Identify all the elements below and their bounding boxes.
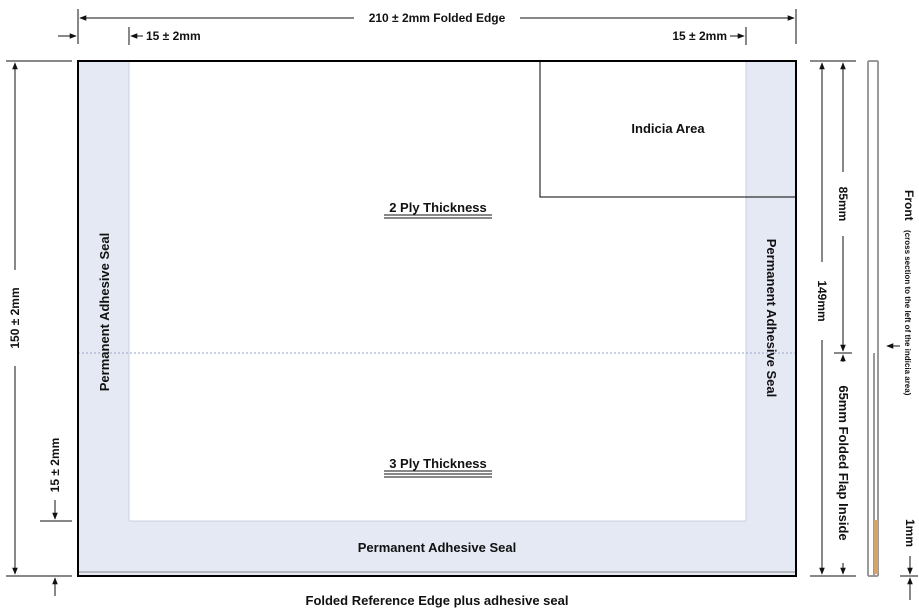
three-ply-label: 3 Ply Thickness (389, 456, 487, 471)
dimension-seal-thickness-label: 1mm (903, 519, 917, 547)
dimension-indicia-height-label: 85mm (836, 187, 850, 222)
dimension-height: 150 ± 2mm (6, 60, 72, 577)
bottom-caption: Folded Reference Edge plus adhesive seal (306, 593, 569, 608)
dimension-right-margin: 15 ± 2mm (672, 27, 747, 45)
seal-band-left (78, 61, 129, 576)
dimension-height-label: 150 ± 2mm (8, 287, 22, 348)
seal-label-bottom: Permanent Adhesive Seal (358, 540, 516, 555)
envelope-outline (77, 60, 797, 577)
dimension-bottom-margin-label: 15 ± 2mm (48, 438, 62, 493)
dimension-seal-thickness: 1mm (900, 519, 918, 600)
seal-label-left: Permanent Adhesive Seal (97, 233, 112, 391)
cross-section: Front (cross section to the left of the … (867, 60, 916, 577)
two-ply-label: 2 Ply Thickness (389, 200, 487, 215)
cross-section-note: (cross section to the left of the indici… (903, 230, 912, 396)
dimension-bottom-margin: 15 ± 2mm (40, 438, 72, 596)
envelope-border (77, 60, 797, 577)
dimension-flap-height-label: 65mm Folded Flap Inside (836, 385, 851, 540)
cross-section-title: Front (902, 190, 916, 221)
dimension-top-width-label: 210 ± 2mm Folded Edge (369, 11, 506, 25)
seal-band-bottom (78, 521, 796, 576)
dimension-inner-height-label: 149mm (815, 280, 829, 321)
dimension-right-verticals: 149mm 85mm 65mm Folded Flap Inside (810, 60, 856, 577)
dimension-left-margin-label: 15 ± 2mm (146, 29, 201, 43)
indicia-area-label: Indicia Area (631, 121, 705, 136)
seal-band-right (746, 61, 796, 576)
dimension-top-width: 210 ± 2mm Folded Edge (77, 9, 797, 44)
indicia-area-box (539, 61, 796, 198)
seal-label-right: Permanent Adhesive Seal (764, 239, 779, 397)
dimension-left-margin: 15 ± 2mm (58, 27, 201, 45)
dimension-right-margin-label: 15 ± 2mm (672, 29, 727, 43)
adhesive-strip (874, 520, 878, 574)
